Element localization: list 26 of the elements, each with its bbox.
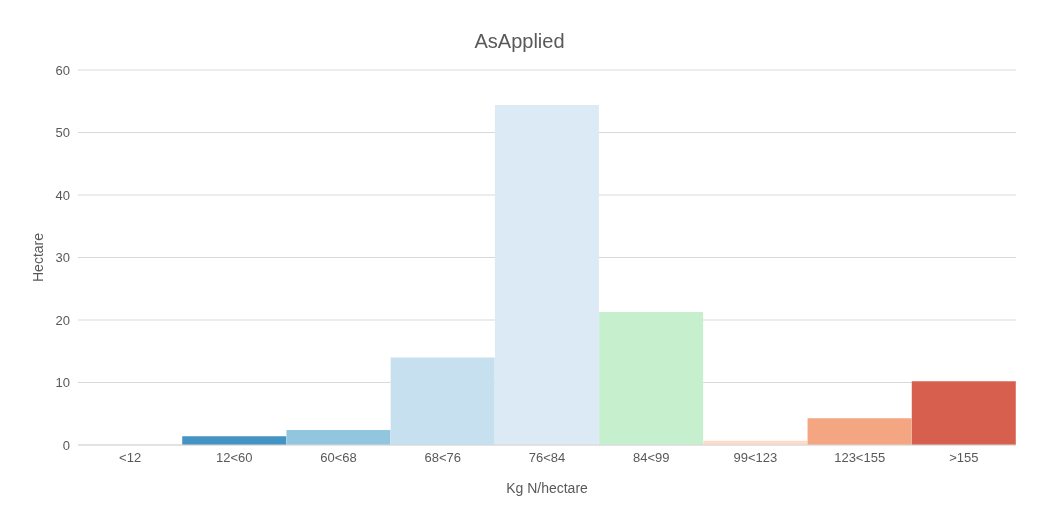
bar (807, 418, 912, 445)
bar (286, 430, 391, 445)
y-tick-label: 10 (55, 375, 70, 391)
bar (911, 381, 1016, 445)
x-tick-label: 99<123 (733, 450, 778, 466)
y-tick-label: 60 (55, 62, 70, 78)
x-tick-label: 60<68 (320, 450, 357, 466)
y-tick-label: 20 (55, 312, 70, 328)
bar (599, 311, 704, 445)
y-axis-title: Hectare (29, 232, 46, 283)
bar (390, 357, 495, 445)
y-tick-label: 0 (62, 437, 70, 453)
y-tick-label: 40 (55, 187, 70, 203)
chart-title: AsApplied (473, 29, 566, 54)
y-tick-label: 30 (55, 250, 70, 266)
x-tick-label: 68<76 (424, 450, 462, 466)
x-tick-label: 76<84 (528, 450, 566, 466)
x-tick-label: 123<155 (834, 450, 886, 466)
y-tick-label: 50 (55, 125, 70, 141)
x-axis-title: Kg N/hectare (506, 480, 589, 496)
bar (182, 436, 287, 445)
x-tick-label: >155 (949, 450, 979, 466)
x-tick-label: 84<99 (632, 450, 670, 466)
bar (494, 105, 599, 445)
x-tick-label: <12 (119, 450, 142, 466)
x-tick-label: 12<60 (216, 450, 253, 466)
